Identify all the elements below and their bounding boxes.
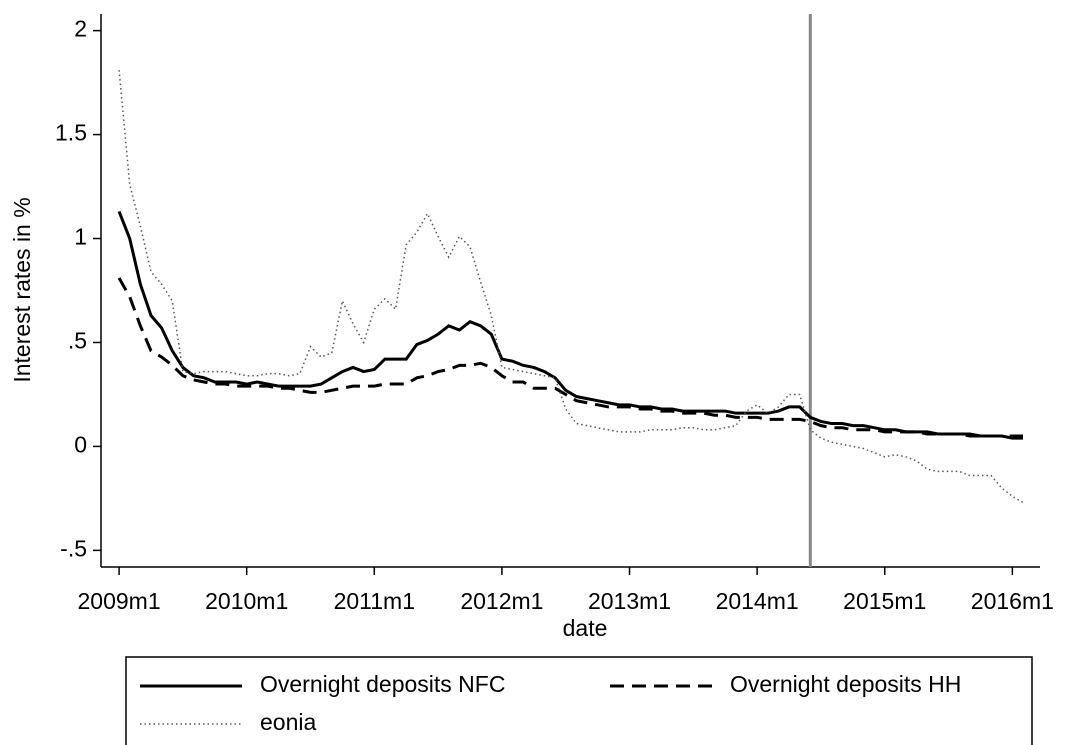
y-axis-label: Interest rates in % <box>9 197 35 382</box>
y-tick-label: -.5 <box>60 535 87 561</box>
x-tick-label: 2012m1 <box>460 588 543 614</box>
y-tick-label: 1.5 <box>55 120 87 146</box>
series-line <box>117 210 1023 440</box>
legend-label: eonia <box>260 709 316 735</box>
y-tick-label: 2 <box>74 16 87 42</box>
x-tick-label: 2014m1 <box>716 588 799 614</box>
series-line <box>117 277 1023 438</box>
y-tick-label: 0 <box>74 431 87 457</box>
x-tick-label: 2009m1 <box>78 588 161 614</box>
series-line <box>118 70 1024 504</box>
y-tick-label: .5 <box>68 328 87 354</box>
x-tick-label: 2013m1 <box>588 588 671 614</box>
y-tick-label: 1 <box>74 224 87 250</box>
x-tick-label: 2015m1 <box>843 588 926 614</box>
x-tick-label: 2016m1 <box>971 588 1054 614</box>
x-tick-label: 2010m1 <box>205 588 288 614</box>
legend-label: Overnight deposits HH <box>730 671 961 697</box>
legend-label: Overnight deposits NFC <box>260 671 505 697</box>
x-axis-label: date <box>563 615 608 641</box>
x-tick-label: 2011m1 <box>334 588 415 614</box>
legend-box <box>125 656 1033 745</box>
